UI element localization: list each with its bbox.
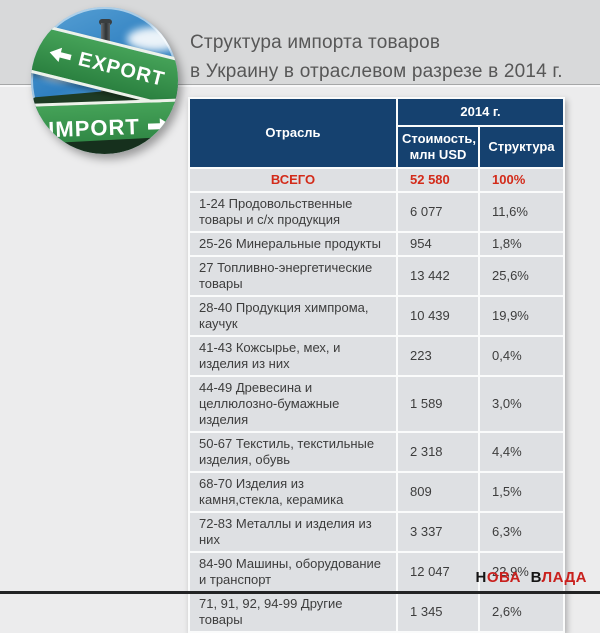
- share-cell: 4,4%: [480, 433, 564, 471]
- export-import-badge: EXPORT IMPORT: [31, 7, 178, 154]
- industry-cell: 27 Топливно-энергетические товары: [190, 257, 396, 295]
- table-row: 50-67 Текстиль, текстильные изделия, обу…: [190, 433, 564, 471]
- share-cell: 22,9%: [480, 553, 564, 591]
- column-header-industry: Отрасль: [190, 99, 396, 167]
- arrow-left-icon: [48, 44, 73, 64]
- value-cell: 2 318: [398, 433, 478, 471]
- share-cell: 1,8%: [480, 233, 564, 255]
- industry-cell: 50-67 Текстиль, текстильные изделия, обу…: [190, 433, 396, 471]
- logo-word-2: ВЛАДА: [530, 569, 587, 586]
- share-cell: 1,5%: [480, 473, 564, 511]
- import-sign: IMPORT: [31, 97, 178, 154]
- industry-cell: 25-26 Минеральные продукты: [190, 233, 396, 255]
- value-cell: 6 077: [398, 193, 478, 231]
- total-row: ВСЕГО 52 580 100%: [190, 169, 564, 191]
- share-cell: 19,9%: [480, 297, 564, 335]
- import-structure-table: Отрасль 2014 г. Стоимость, млн USD Струк…: [188, 97, 566, 633]
- value-cell: 223: [398, 337, 478, 375]
- column-header-year: 2014 г.: [398, 99, 564, 125]
- value-cell: 1 345: [398, 593, 478, 631]
- table-row: 27 Топливно-энергетические товары 13 442…: [190, 257, 564, 295]
- industry-cell: 41-43 Кожсырье, мех, и изделия из них: [190, 337, 396, 375]
- table-row: 84-90 Машины, оборудование и транспорт 1…: [190, 553, 564, 591]
- share-cell: 2,6%: [480, 593, 564, 631]
- export-sign-label: EXPORT: [76, 47, 168, 91]
- bottom-border-strip: [0, 591, 600, 594]
- title-line-2: в Украину в отраслевом разрезе в 2014 г.: [190, 61, 563, 82]
- nova-vlada-logo: НОВА ВЛАДА: [475, 569, 587, 586]
- table-row: 68-70 Изделия из камня,стекла, керамика …: [190, 473, 564, 511]
- signpost-cap: [98, 19, 112, 25]
- share-cell: 25,6%: [480, 257, 564, 295]
- arrow-right-icon: [147, 117, 172, 134]
- industry-cell: 68-70 Изделия из камня,стекла, керамика: [190, 473, 396, 511]
- total-value: 52 580: [398, 169, 478, 191]
- share-cell: 11,6%: [480, 193, 564, 231]
- table-row: 25-26 Минеральные продукты 954 1,8%: [190, 233, 564, 255]
- industry-cell: 28-40 Продукция химпрома, каучук: [190, 297, 396, 335]
- table-row: 41-43 Кожсырье, мех, и изделия из них 22…: [190, 337, 564, 375]
- share-cell: 0,4%: [480, 337, 564, 375]
- value-cell: 809: [398, 473, 478, 511]
- title-line-1: Структура импорта товаров: [190, 32, 441, 53]
- logo-word-1: НОВА: [475, 569, 521, 586]
- value-cell: 10 439: [398, 297, 478, 335]
- column-header-share: Структура: [480, 127, 564, 167]
- total-label: ВСЕГО: [190, 169, 396, 191]
- value-cell: 3 337: [398, 513, 478, 551]
- value-cell: 1 589: [398, 377, 478, 431]
- industry-cell: 1-24 Продовольственные товары и с/х прод…: [190, 193, 396, 231]
- total-share: 100%: [480, 169, 564, 191]
- share-cell: 6,3%: [480, 513, 564, 551]
- column-header-value: Стоимость, млн USD: [398, 127, 478, 167]
- table-row: 1-24 Продовольственные товары и с/х прод…: [190, 193, 564, 231]
- industry-cell: 44-49 Древесина и целлюлозно-бумажные из…: [190, 377, 396, 431]
- table-row: 71, 91, 92, 94-99 Другие товары 1 345 2,…: [190, 593, 564, 631]
- table-body: ВСЕГО 52 580 100% 1-24 Продовольственные…: [190, 169, 564, 631]
- share-cell: 3,0%: [480, 377, 564, 431]
- industry-cell: 71, 91, 92, 94-99 Другие товары: [190, 593, 396, 631]
- industry-cell: 84-90 Машины, оборудование и транспорт: [190, 553, 396, 591]
- export-sign: EXPORT: [31, 20, 178, 112]
- page-title: Структура импорта товаров в Украину в от…: [190, 28, 590, 86]
- industry-cell: 72-83 Металлы и изделия из них: [190, 513, 396, 551]
- value-cell: 12 047: [398, 553, 478, 591]
- table-row: 72-83 Металлы и изделия из них 3 337 6,3…: [190, 513, 564, 551]
- value-cell: 954: [398, 233, 478, 255]
- table-row: 28-40 Продукция химпрома, каучук 10 439 …: [190, 297, 564, 335]
- table-row: 44-49 Древесина и целлюлозно-бумажные из…: [190, 377, 564, 431]
- value-cell: 13 442: [398, 257, 478, 295]
